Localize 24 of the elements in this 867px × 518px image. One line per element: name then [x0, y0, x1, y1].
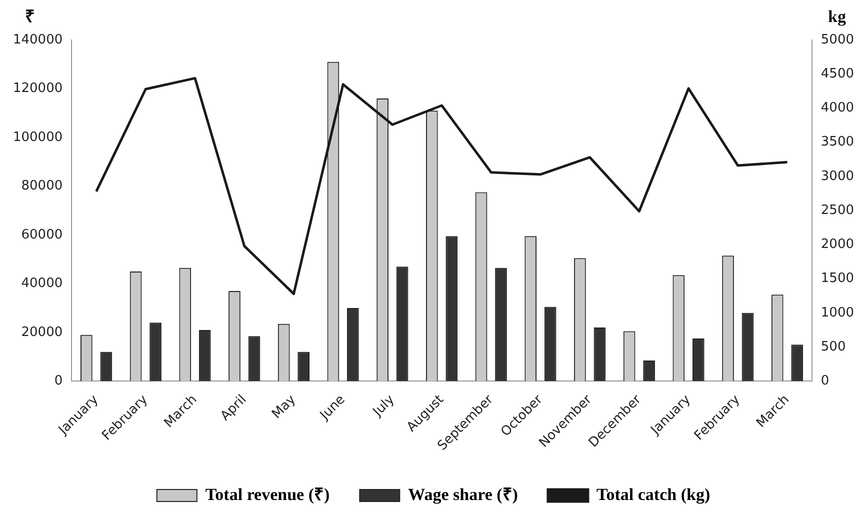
y-tick-label: 20000 — [21, 324, 63, 340]
y2-axis-title: kg — [828, 6, 846, 26]
y-tick-label: 60000 — [21, 227, 63, 242]
y-tick-label: 140000 — [12, 32, 63, 48]
y2-tick-label: 1500 — [820, 271, 854, 286]
legend-label: Wage share (₹) — [408, 484, 518, 504]
y-tick-label: 0 — [54, 374, 63, 389]
y2-tick-label: 3500 — [820, 134, 854, 150]
y2-tick-label: 4000 — [820, 100, 854, 116]
y2-tick-label: 3000 — [820, 168, 854, 184]
y2-tick-label: 5000 — [820, 32, 854, 48]
legend-label: Total catch (kg) — [596, 484, 710, 504]
y2-tick-label: 2500 — [820, 202, 854, 218]
y-axis-title: ₹ — [25, 6, 35, 26]
y2-tick-label: 1000 — [820, 305, 854, 320]
legend-label: Total revenue (₹) — [205, 484, 330, 504]
y2-tick-label: 0 — [820, 374, 830, 389]
y2-tick-label: 500 — [820, 339, 846, 354]
y-tick-label: 80000 — [21, 178, 63, 194]
y2-tick-label: 2000 — [820, 237, 854, 252]
y2-tick-label: 4500 — [820, 66, 854, 82]
y-tick-label: 40000 — [21, 276, 63, 292]
y-tick-label: 120000 — [12, 81, 63, 96]
y-tick-label: 100000 — [12, 130, 63, 145]
